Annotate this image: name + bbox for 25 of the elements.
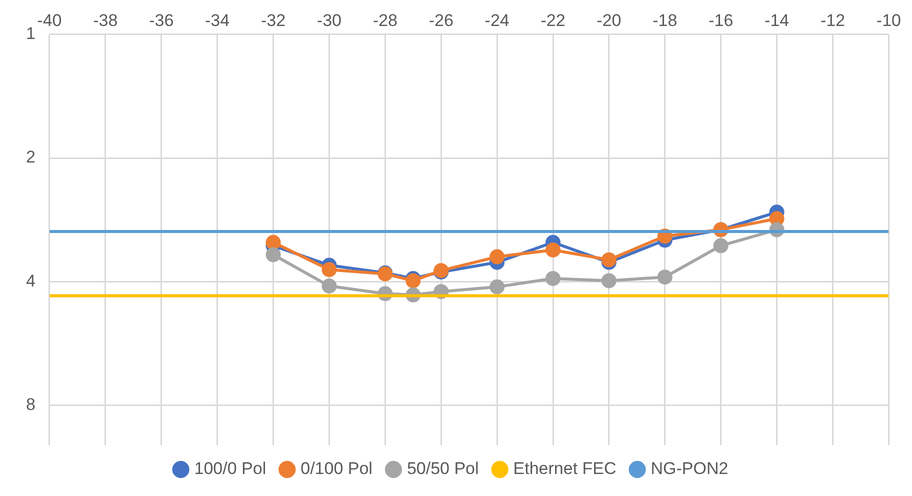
legend-label: 50/50 Pol (406, 459, 479, 478)
y-tick-label: 2 (26, 148, 36, 167)
x-tick-label: -12 (820, 10, 846, 30)
x-tick-label: -16 (708, 10, 734, 30)
x-tick-label: -38 (93, 10, 118, 30)
y-tick-label: 8 (26, 394, 36, 414)
x-tick-label: -26 (428, 10, 454, 30)
x-tick-label: -20 (596, 10, 622, 30)
x-tick-label: -18 (652, 10, 678, 30)
x-tick-label: -22 (540, 10, 566, 30)
x-tick-label: -28 (372, 10, 398, 30)
x-tick-label: -40 (37, 10, 62, 30)
x-tick-label: -14 (764, 10, 790, 30)
x-tick-label: -36 (149, 10, 174, 30)
x-tick-label: -30 (316, 10, 342, 30)
x-tick-label: -34 (205, 10, 230, 30)
x-tick-label: -32 (260, 10, 286, 30)
x-tick-label: -24 (484, 10, 510, 30)
legend-label: Ethernet FEC (513, 459, 616, 478)
legend-label: 100/0 Pol (194, 459, 266, 478)
legend-label: 0/100 Pol (300, 459, 372, 478)
x-tick-label: -10 (876, 10, 902, 30)
y-tick-label: 4 (26, 271, 36, 290)
y-tick-label: 1 (26, 24, 36, 44)
legend-label: NG-PON2 (650, 459, 728, 478)
